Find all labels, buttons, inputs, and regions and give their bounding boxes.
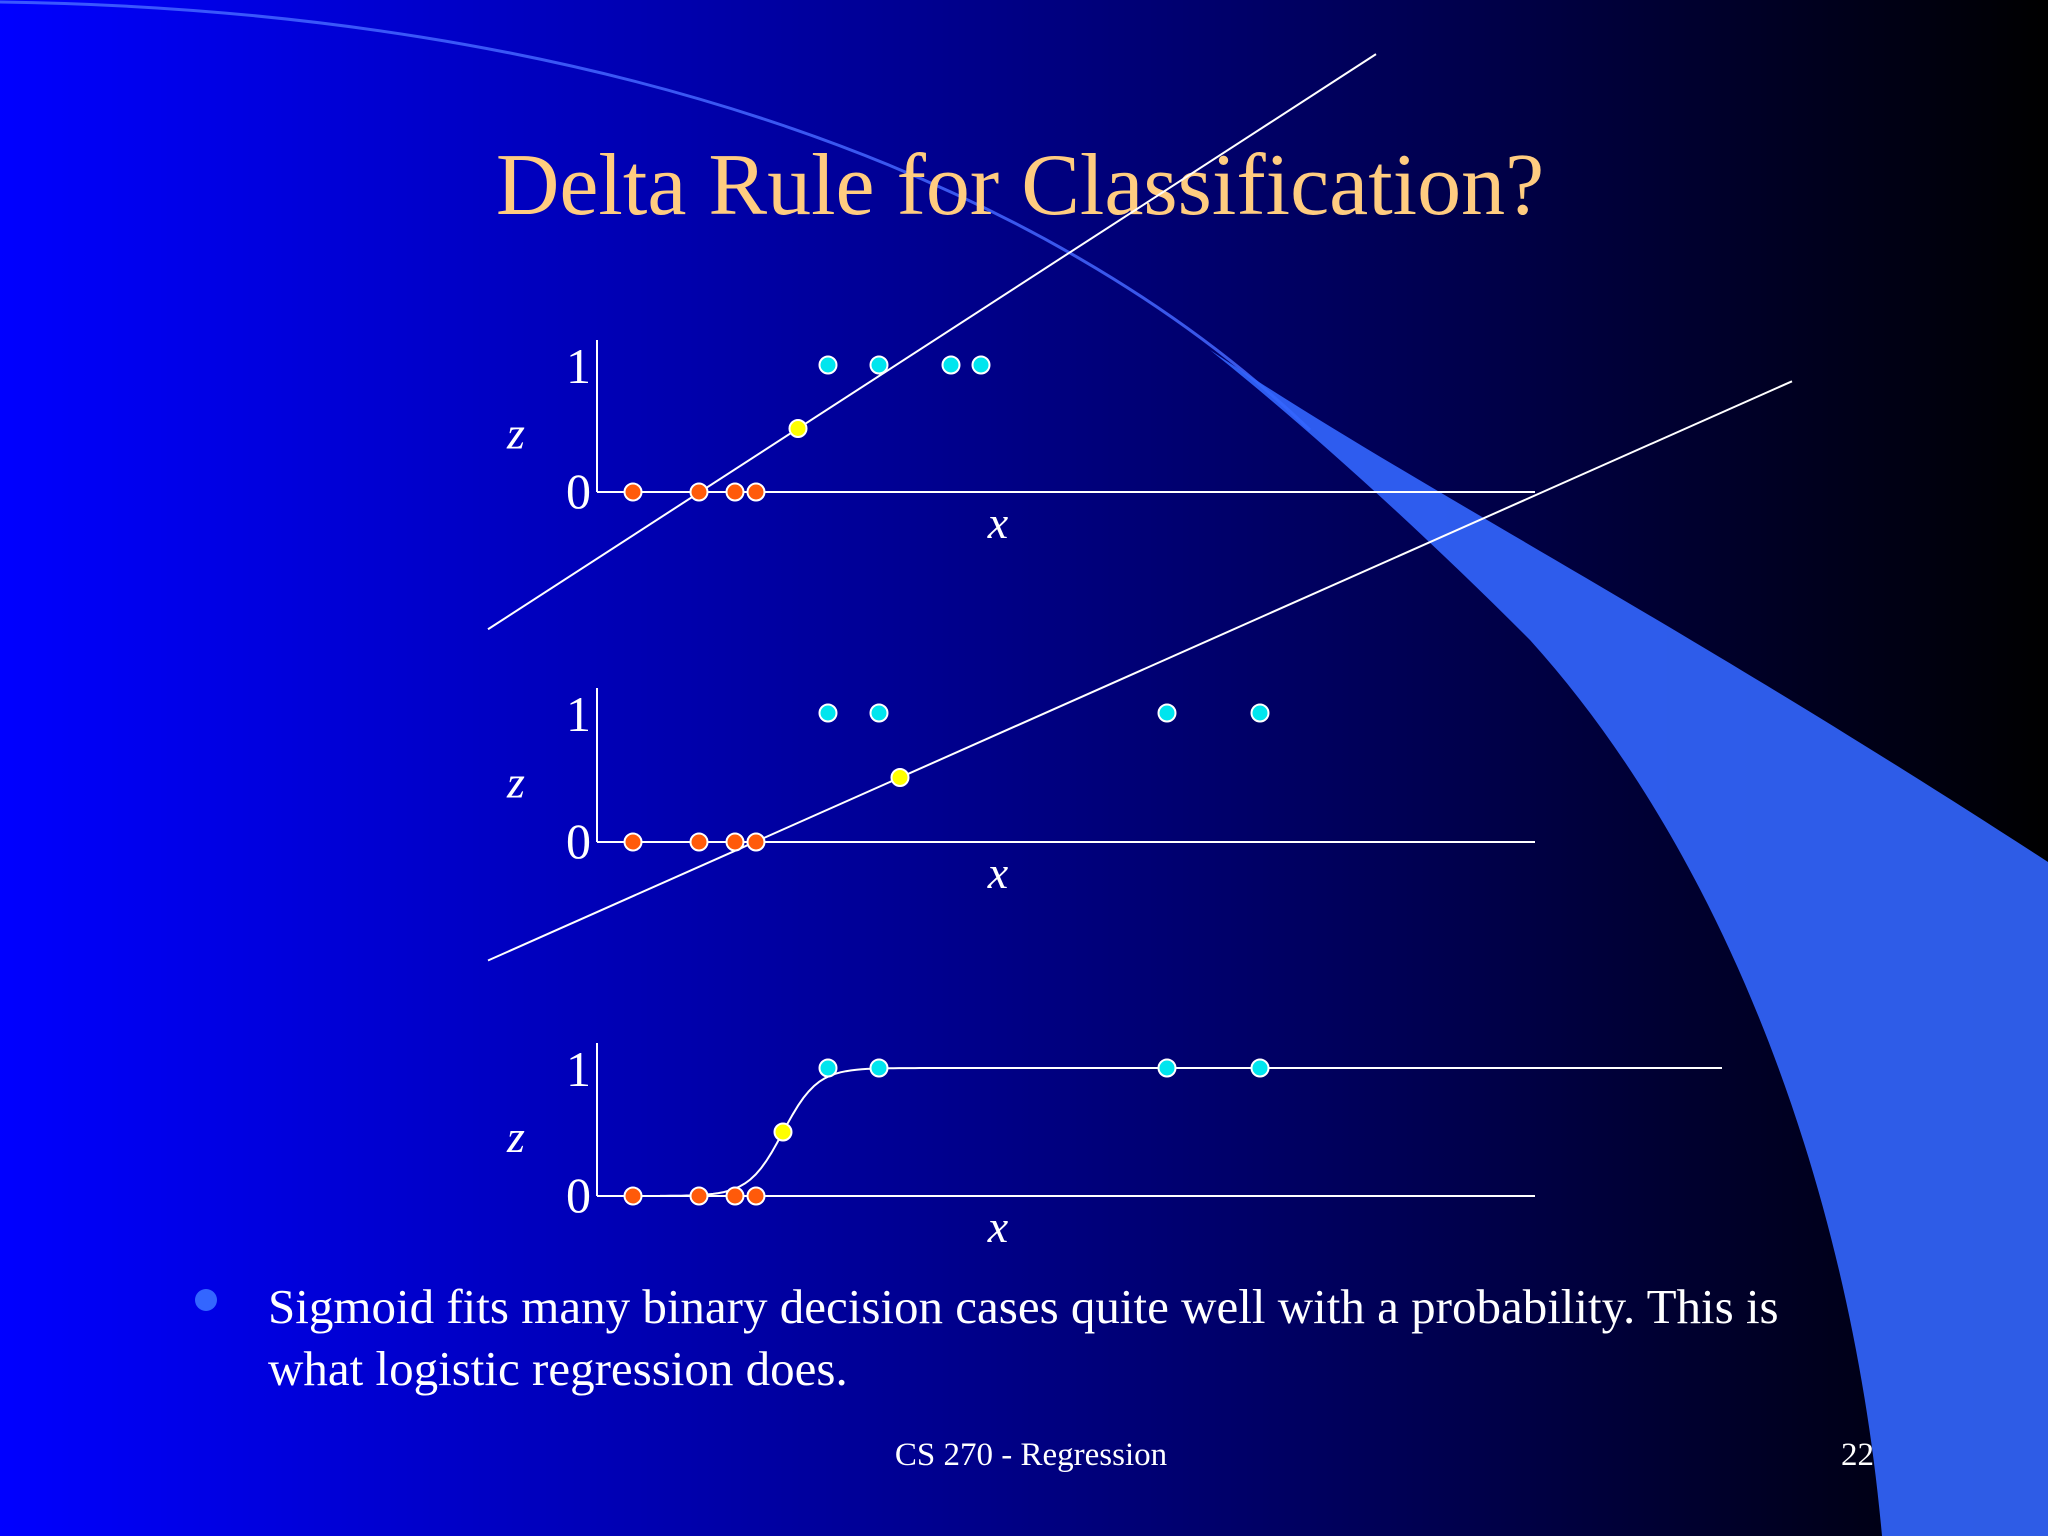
class-1-point [818, 1058, 838, 1078]
class-1-point [869, 703, 889, 723]
boundary-point [890, 768, 910, 787]
y-tick-label: 0 [566, 1167, 591, 1223]
class-0-point [725, 832, 745, 852]
class-0-point [623, 832, 643, 852]
class-1-point [869, 355, 889, 375]
class-1-point [1157, 703, 1177, 723]
swoosh-thin-arc [0, 0, 1312, 432]
chart-panel-1: 1 0z x [487, 53, 1535, 631]
sigmoid-curve [660, 1067, 1722, 1197]
bullet-line-1: Sigmoid fits many binary decision cases … [268, 1279, 1779, 1334]
class-1-point [818, 355, 838, 375]
class-1-point [941, 355, 961, 375]
bullet-dot [195, 1289, 217, 1311]
class-1-point [1250, 703, 1270, 723]
boundary-point [788, 419, 808, 438]
bullet-line-2: what logistic regression does. [268, 1341, 848, 1396]
class-0-point [746, 832, 766, 852]
slide-footer: CS 270 - Regression [895, 1437, 1167, 1473]
y-tick-label: 1 [566, 1041, 591, 1097]
class-1-point [1250, 1058, 1270, 1078]
class-1-point [971, 355, 991, 375]
class-0-point [746, 482, 766, 502]
x-axis-label: x [987, 1201, 1009, 1252]
y-tick-label: 0 [566, 813, 591, 869]
class-0-point [623, 482, 643, 502]
slide-title: Delta Rule for Classification? [496, 137, 1544, 234]
y-axis-label: z [506, 757, 525, 808]
class-0-point [623, 1186, 643, 1206]
y-axis-label: z [506, 1111, 525, 1162]
class-1-point [818, 703, 838, 723]
boundary-point [773, 1122, 793, 1142]
fit-line [487, 380, 1793, 962]
fit-line [487, 53, 1377, 631]
y-tick-label: 0 [566, 463, 591, 519]
y-tick-label: 1 [566, 338, 591, 394]
class-0-point [689, 832, 709, 852]
swoosh-band [1210, 350, 2048, 1536]
class-1-point [1157, 1058, 1177, 1078]
y-tick-label: 1 [566, 686, 591, 742]
class-1-point [869, 1058, 889, 1078]
class-0-point [689, 1186, 709, 1206]
y-axis-label: z [506, 408, 525, 459]
chart-panel-3: 1 0z x [506, 1041, 1722, 1252]
class-0-point [725, 482, 745, 502]
x-axis-label: x [987, 847, 1009, 898]
class-0-point [746, 1186, 766, 1206]
x-axis-label: x [987, 497, 1009, 548]
page-number: 22 [1841, 1437, 1874, 1473]
class-0-point [725, 1186, 745, 1206]
class-0-point [689, 482, 709, 502]
